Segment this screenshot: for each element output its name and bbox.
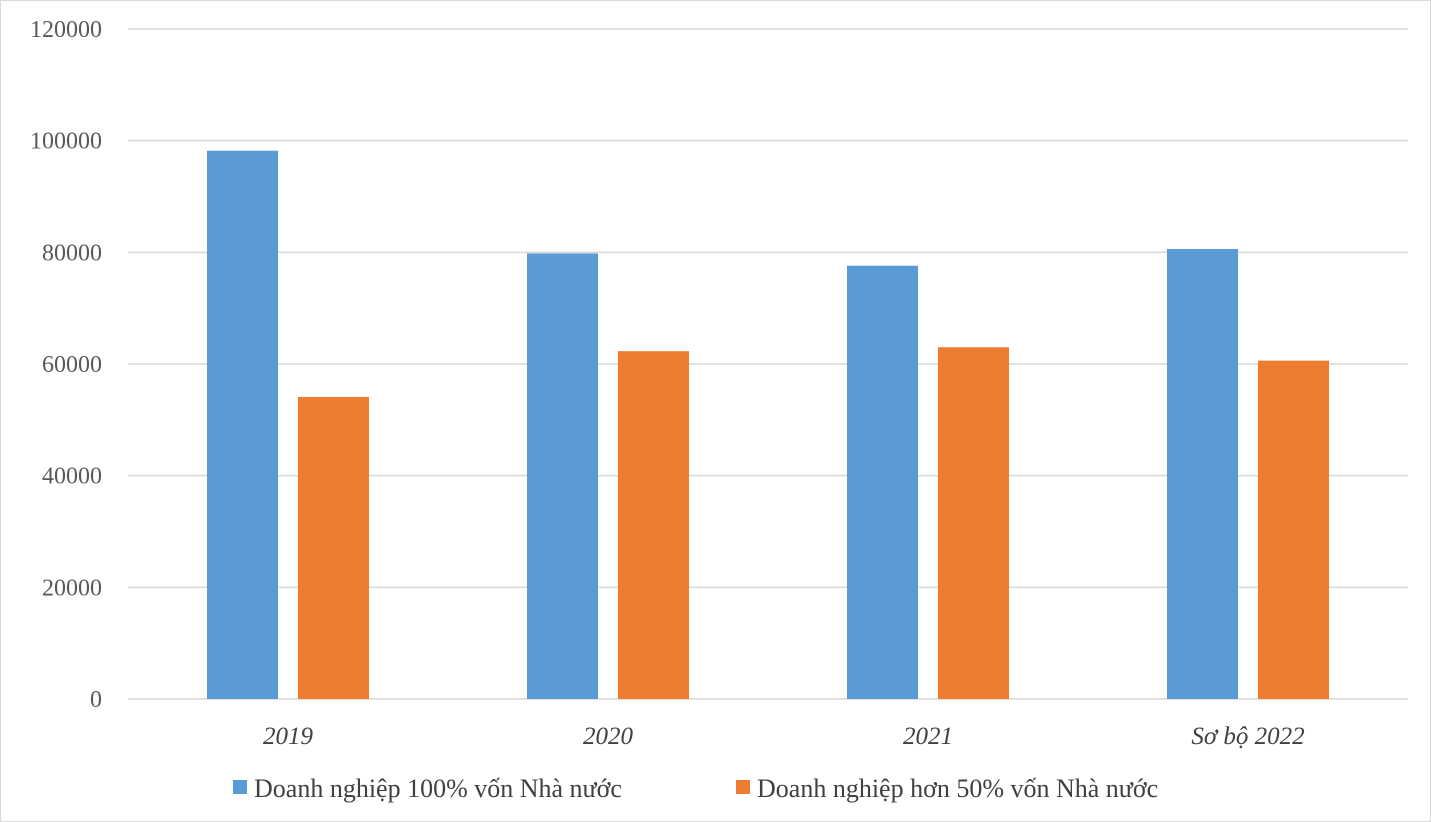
bar-state-100-3 (1167, 248, 1238, 699)
bar-state-100-1 (527, 253, 598, 699)
y-tick-label: 20000 (42, 575, 102, 601)
bar-state-over-50-2 (938, 347, 1009, 699)
y-tick-label: 60000 (42, 352, 102, 378)
legend-label: Doanh nghiệp 100% vốn Nhà nước (254, 774, 622, 803)
x-axis-tick-labels: 2019 2020 2021 Sơ bộ 2022 (263, 723, 1305, 750)
bar-state-100-0 (207, 150, 278, 699)
x-category-label: Sơ bộ 2022 (1191, 723, 1304, 750)
bars (207, 150, 1329, 699)
x-category-label: 2021 (903, 723, 953, 750)
y-tick-label: 120000 (30, 17, 102, 43)
y-tick-label: 80000 (42, 240, 102, 266)
y-axis-tick-labels: 0 20000 40000 60000 80000 100000 120000 (30, 17, 102, 713)
bar-state-over-50-3 (1258, 360, 1329, 699)
y-tick-label: 100000 (30, 129, 102, 155)
y-tick-label: 40000 (42, 464, 102, 490)
x-category-label: 2020 (583, 723, 634, 750)
x-category-label: 2019 (263, 723, 314, 750)
legend: Doanh nghiệp 100% vốn Nhà nước Doanh nghi… (233, 774, 1158, 803)
y-tick-label: 0 (90, 687, 102, 713)
legend-swatch (233, 780, 247, 794)
bar-state-100-2 (847, 265, 918, 699)
legend-label: Doanh nghiệp hơn 50% vốn Nhà nước (757, 774, 1158, 803)
bar-state-over-50-0 (298, 396, 369, 699)
bar-state-over-50-1 (618, 351, 689, 699)
legend-swatch (736, 780, 750, 794)
